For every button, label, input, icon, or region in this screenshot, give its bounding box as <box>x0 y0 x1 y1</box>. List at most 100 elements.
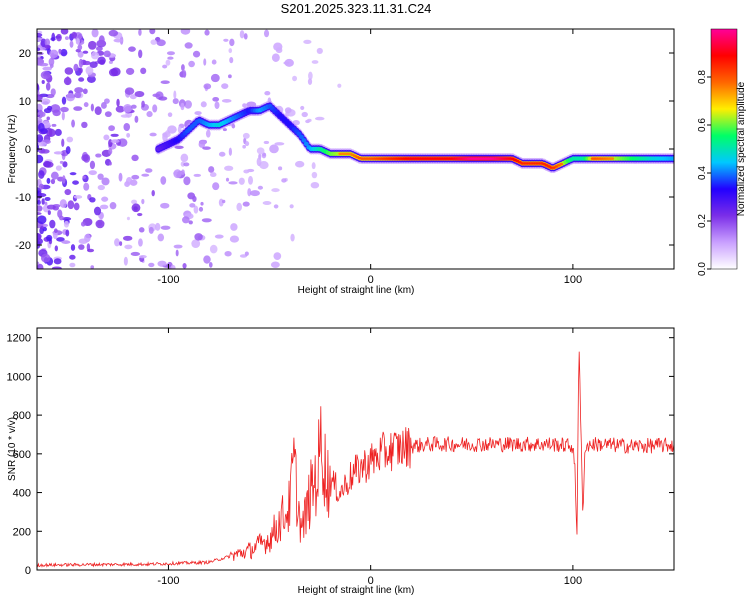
noise-blob <box>37 47 41 52</box>
noise-blob <box>108 148 113 155</box>
noise-blob <box>301 111 308 118</box>
noise-blob <box>308 71 313 81</box>
noise-blob <box>56 33 62 42</box>
noise-blob <box>73 202 80 211</box>
noise-blob <box>202 146 211 150</box>
y-tick-label: -20 <box>15 240 31 252</box>
ridge-core <box>299 134 305 140</box>
noise-blob <box>69 262 76 268</box>
noise-blob <box>193 205 199 214</box>
noise-blob <box>93 206 102 216</box>
noise-blob <box>103 134 110 141</box>
noise-blob <box>131 199 138 205</box>
noise-blob <box>108 161 112 166</box>
noise-blob <box>61 96 67 105</box>
noise-blob <box>204 29 210 36</box>
noise-blob <box>70 244 76 251</box>
y-tick-label: 1200 <box>7 333 31 345</box>
noise-blob <box>311 171 318 179</box>
y-tick-label: 800 <box>13 410 31 422</box>
noise-blob <box>162 64 168 69</box>
noise-blob <box>46 234 53 242</box>
noise-blob <box>242 132 250 139</box>
noise-blob <box>49 219 56 229</box>
noise-blob <box>180 102 185 111</box>
noise-blob <box>51 266 62 269</box>
noise-blob <box>307 118 312 123</box>
noise-blob <box>203 83 212 90</box>
noise-blob <box>141 100 145 108</box>
noise-blob <box>225 177 230 182</box>
ridge-core <box>296 131 302 137</box>
noise-blob <box>37 211 42 216</box>
noise-blob <box>221 83 229 89</box>
noise-blob <box>134 115 139 123</box>
noise-blob <box>73 63 79 72</box>
noise-blob <box>124 87 135 95</box>
x-tick-label: -100 <box>157 575 179 587</box>
noise-blob <box>80 221 86 227</box>
noise-blob <box>94 106 102 115</box>
noise-blob <box>141 173 150 177</box>
noise-blob <box>60 29 69 35</box>
noise-blob <box>192 195 197 203</box>
noise-blob <box>182 263 187 269</box>
noise-blob <box>40 70 51 80</box>
colorbar-label: Normalized spectral amplitude <box>736 81 747 216</box>
noise-blob <box>123 256 128 266</box>
noise-blob <box>51 123 57 127</box>
noise-blob <box>87 248 95 253</box>
noise-blob <box>139 254 147 259</box>
noise-blob <box>181 216 190 224</box>
noise-blob <box>81 121 88 129</box>
noise-blob <box>110 133 119 137</box>
noise-blob <box>65 76 70 85</box>
noise-blob <box>109 202 117 210</box>
noise-blob <box>148 262 155 268</box>
x-tick-label: 100 <box>564 575 582 587</box>
noise-blob <box>184 42 193 49</box>
ridge-core <box>301 138 307 143</box>
noise-blob <box>89 61 98 69</box>
noise-blob <box>149 132 157 137</box>
spectrogram-xlabel: Height of straight line (km) <box>298 285 415 296</box>
noise-blob <box>126 132 131 138</box>
noise-blob <box>90 103 94 112</box>
noise-blob <box>238 177 245 185</box>
noise-blob <box>48 128 53 137</box>
noise-blob <box>50 37 56 41</box>
noise-blob <box>229 38 235 47</box>
noise-blob <box>40 111 46 117</box>
noise-blob <box>37 134 44 143</box>
noise-blob <box>91 29 99 38</box>
noise-blob <box>311 162 316 170</box>
noise-blob <box>140 67 147 75</box>
noise-blob <box>205 129 211 138</box>
noise-blob <box>160 176 167 185</box>
noise-blob <box>134 90 145 98</box>
noise-blob <box>40 149 50 154</box>
noise-blob <box>222 199 226 204</box>
noise-blob <box>229 235 240 243</box>
spectrogram-ylabel: Frequency (Hz) <box>7 115 18 184</box>
noise-blob <box>208 262 213 268</box>
noise-blob <box>44 201 48 206</box>
noise-blob <box>78 77 85 82</box>
noise-blob <box>224 250 232 257</box>
noise-blob <box>138 238 143 247</box>
noise-blob <box>201 218 212 223</box>
x-tick-label: 0 <box>368 575 374 587</box>
noise-blob <box>263 29 270 38</box>
noise-blob <box>79 67 83 74</box>
noise-blob <box>57 209 63 218</box>
noise-blob <box>97 56 106 65</box>
noise-blob <box>157 233 165 242</box>
noise-blob <box>209 172 217 178</box>
noise-blob <box>55 165 62 171</box>
noise-blob <box>66 136 74 143</box>
noise-blob <box>69 172 77 176</box>
noise-blob <box>116 98 120 107</box>
noise-blob <box>273 252 282 260</box>
noise-blob <box>130 104 137 109</box>
noise-blob <box>82 175 86 179</box>
